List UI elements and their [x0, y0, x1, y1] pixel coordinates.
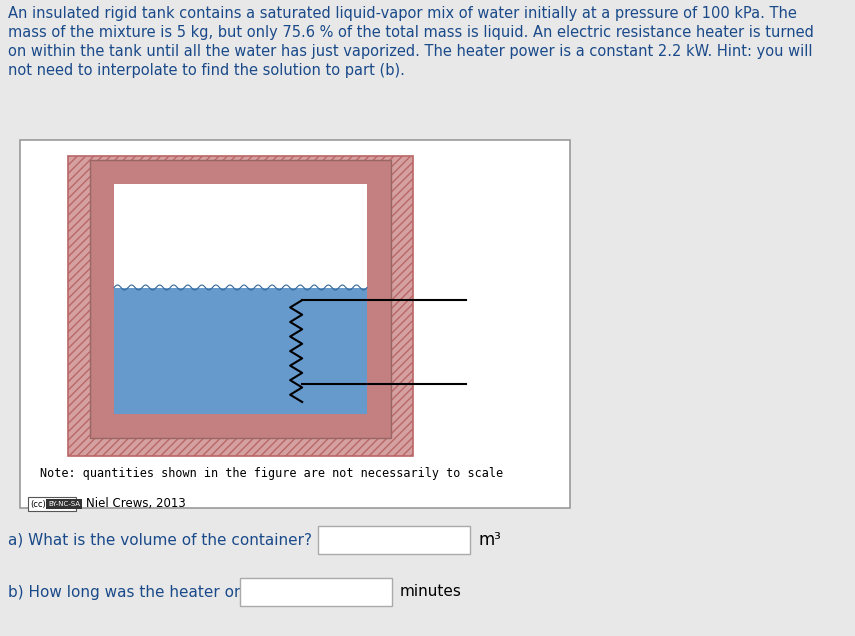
Text: (cc): (cc) — [30, 499, 46, 509]
Text: not need to interpolate to find the solution to part (b).: not need to interpolate to find the solu… — [8, 63, 405, 78]
Bar — [114, 184, 367, 414]
Text: on within the tank until all the water has just vaporized. The heater power is a: on within the tank until all the water h… — [8, 44, 812, 59]
Bar — [240, 578, 392, 606]
Text: b) How long was the heater on?: b) How long was the heater on? — [8, 584, 251, 600]
Text: m³: m³ — [478, 531, 501, 549]
Text: An insulated rigid tank contains a saturated liquid-vapor mix of water initially: An insulated rigid tank contains a satur… — [8, 6, 797, 21]
Bar — [68, 156, 413, 456]
Text: a) What is the volume of the container?: a) What is the volume of the container? — [8, 532, 312, 548]
Text: minutes: minutes — [400, 584, 462, 600]
Bar — [90, 160, 391, 438]
Bar — [20, 140, 570, 508]
Text: Note: quantities shown in the figure are not necessarily to scale: Note: quantities shown in the figure are… — [40, 467, 503, 480]
Bar — [114, 287, 367, 414]
Text: mass of the mixture is 5 kg, but only 75.6 % of the total mass is liquid. An ele: mass of the mixture is 5 kg, but only 75… — [8, 25, 814, 40]
Bar — [318, 526, 470, 554]
Bar — [28, 497, 76, 511]
Text: Niel Crews, 2013: Niel Crews, 2013 — [86, 497, 186, 511]
Text: BY-NC-SA: BY-NC-SA — [48, 501, 80, 507]
